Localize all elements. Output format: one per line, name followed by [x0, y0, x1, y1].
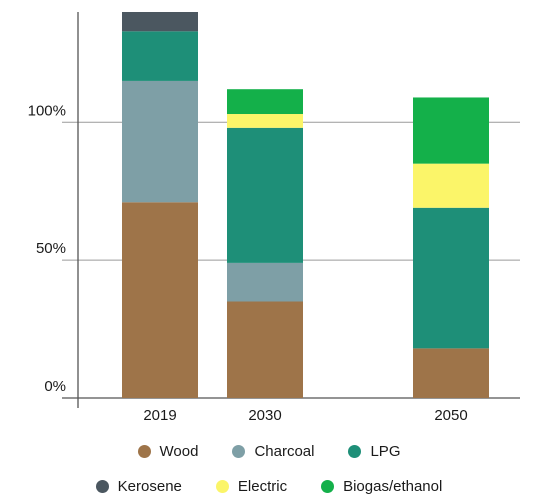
x-tick-labels: 2019 2030 2050: [143, 407, 467, 424]
legend-label: Wood: [159, 443, 199, 460]
legend-label: Biogas/ethanol: [343, 478, 443, 495]
bar-2019-kerosene: [122, 12, 198, 32]
legend-label: Kerosene: [117, 478, 182, 495]
bar-2030-electric: [227, 114, 303, 128]
x-tick-label: 2030: [248, 407, 281, 424]
legend-label: Charcoal: [254, 443, 315, 460]
stacked-bar-chart: 2019 2030 2050 0% 50% 100%: [28, 12, 520, 424]
x-tick-label: 2019: [143, 407, 176, 424]
bar-2050-wood: [413, 348, 489, 398]
legend-row-2: Kerosene Electric Biogas/ethanol: [0, 478, 538, 495]
bar-2030-wood: [227, 301, 303, 398]
legend-swatch: [232, 445, 246, 458]
bar-2050-electric: [413, 163, 489, 208]
y-tick-label: 50%: [36, 240, 66, 257]
bar-2019-charcoal: [122, 80, 198, 203]
legend-row-1: Wood Charcoal LPG: [0, 443, 538, 460]
bar-2030-lpg: [227, 127, 303, 263]
legend-swatch: [95, 480, 109, 493]
y-tick-labels: 0% 50% 100%: [28, 102, 66, 395]
legend-label: LPG: [370, 443, 401, 460]
bar-2030-charcoal: [227, 262, 303, 302]
legend-item: Electric: [215, 478, 288, 495]
legend-swatch: [137, 445, 151, 458]
bar-2050-biogas-ethanol: [413, 97, 489, 164]
legend-item: Biogas/ethanol: [321, 478, 442, 495]
bar-2019-lpg: [122, 31, 198, 81]
bar-2030-biogas-ethanol: [227, 89, 303, 115]
legend-item: LPG: [348, 443, 400, 460]
legend-item: Kerosene: [95, 478, 182, 495]
legend-swatch: [348, 445, 362, 458]
y-tick-label: 100%: [28, 102, 66, 119]
bars: [122, 12, 489, 398]
bar-2050-lpg: [413, 207, 489, 349]
bar-2019-wood: [122, 202, 198, 398]
legend-item: Wood: [137, 443, 199, 460]
legend-item: Charcoal: [232, 443, 314, 460]
legend-label: Electric: [237, 478, 288, 495]
legend-swatch: [215, 480, 229, 493]
legend-swatch: [321, 480, 335, 493]
y-tick-label: 0%: [44, 378, 66, 395]
x-tick-label: 2050: [434, 407, 467, 424]
